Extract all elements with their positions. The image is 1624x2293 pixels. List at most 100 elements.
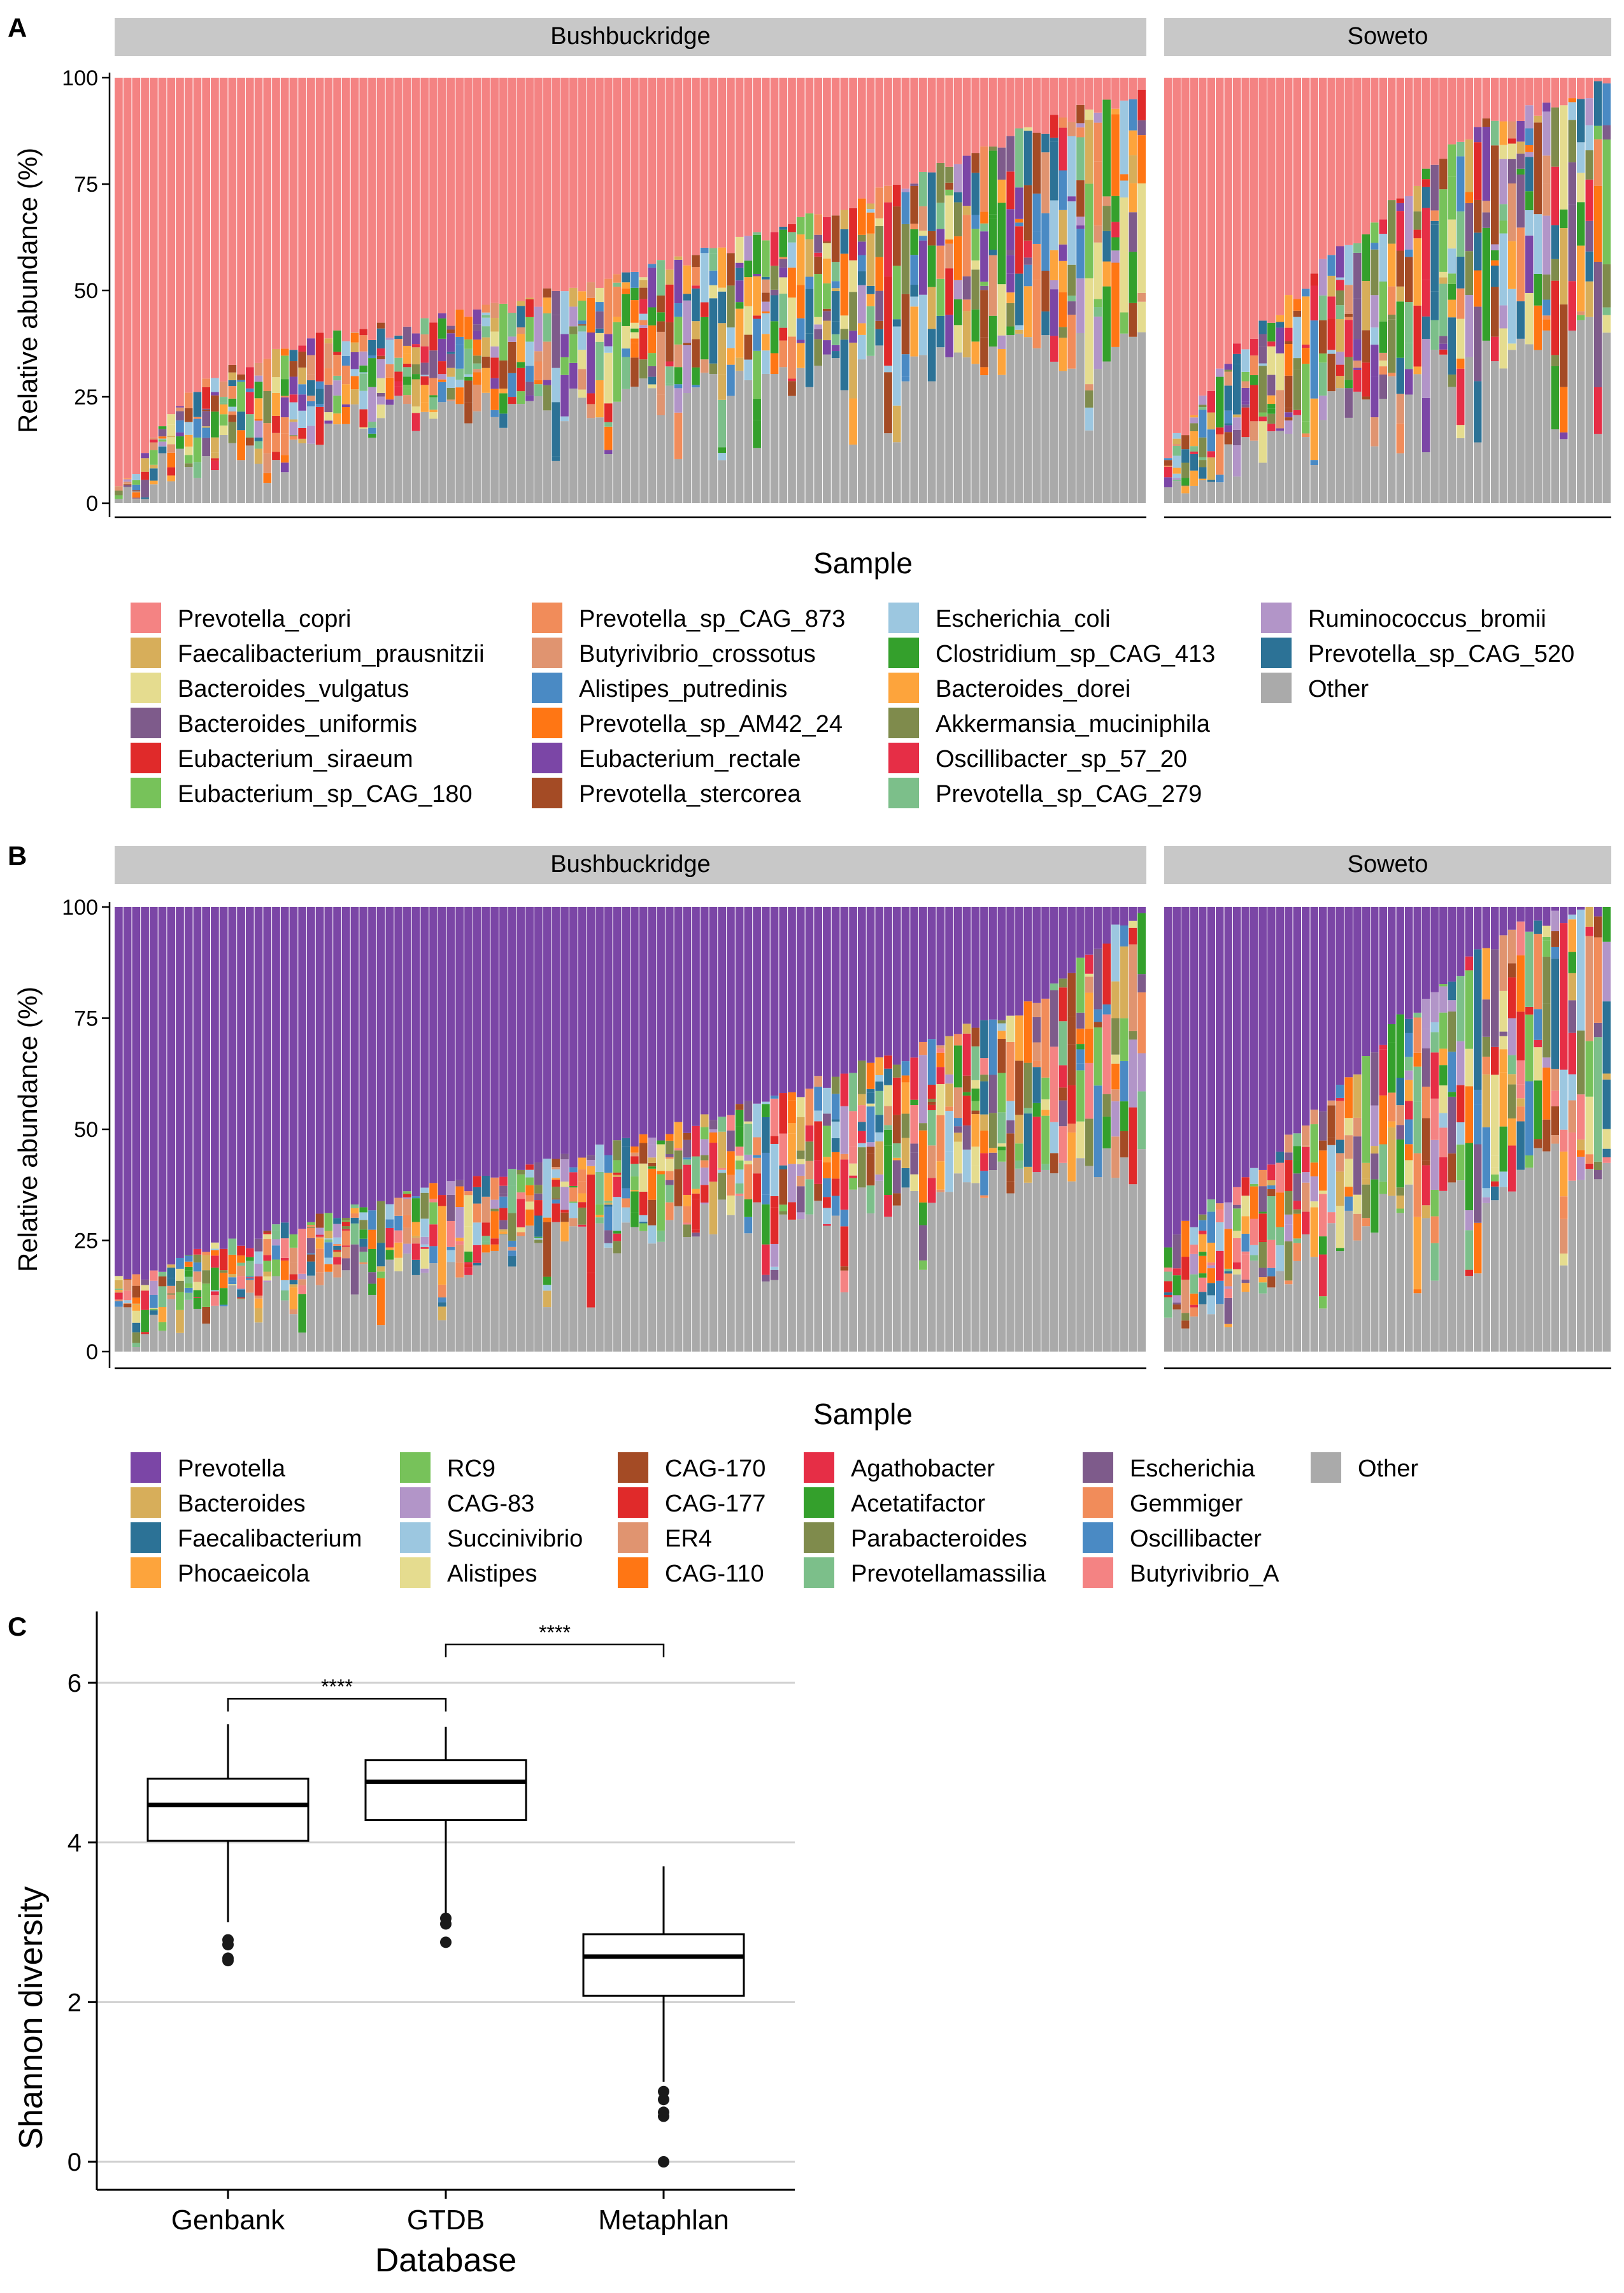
bar-segment: [1602, 1129, 1611, 1149]
bar-segment-other: [735, 370, 744, 503]
outlier-point: [222, 1952, 234, 1964]
bar-segment: [272, 377, 280, 393]
bar-segment: [1241, 407, 1250, 438]
bar-segment: [919, 1055, 927, 1124]
bar-segment: [1388, 373, 1396, 376]
bar-segment: [980, 1081, 988, 1115]
bar-segment: [499, 1231, 508, 1234]
bar-segment: [1076, 278, 1085, 333]
bar-segment-other: [1379, 1194, 1387, 1352]
bar-segment: [446, 1250, 455, 1262]
bar-segment-dominant: [753, 907, 761, 1104]
bar-segment-dominant: [1560, 78, 1568, 106]
bar-segment: [1439, 336, 1448, 344]
bar-segment: [1023, 131, 1032, 185]
bar-segment: [1362, 1184, 1370, 1218]
bar-segment: [543, 1290, 552, 1308]
bar-segment: [727, 348, 735, 365]
bar-segment: [1594, 1161, 1602, 1171]
bar-segment: [1093, 1027, 1102, 1086]
bar-segment: [1594, 1037, 1602, 1162]
bar-segment: [988, 1019, 997, 1075]
bar-segment: [1457, 368, 1465, 425]
bar-segment: [1111, 924, 1120, 982]
bar-segment: [578, 1207, 587, 1225]
bar-segment: [516, 327, 525, 334]
bar-segment: [1258, 421, 1267, 463]
bar-segment: [753, 350, 761, 399]
bar-segment: [420, 1187, 429, 1193]
bar-segment: [237, 1255, 245, 1263]
bar-segment-dominant: [1067, 907, 1076, 973]
bar-segment: [1093, 1085, 1102, 1177]
bar-segment: [1285, 327, 1293, 341]
bar-segment: [788, 1133, 796, 1164]
bar-segment: [1439, 984, 1448, 987]
bar-segment-other: [228, 443, 237, 503]
bar-segment-other: [1594, 1179, 1602, 1352]
bar-segment: [307, 1253, 315, 1255]
bar-segment: [866, 1154, 875, 1186]
bar-segment: [1302, 348, 1310, 364]
bar-segment-dominant: [700, 907, 709, 1115]
bar-segment: [831, 288, 840, 292]
bar-segment-other: [980, 375, 988, 503]
bar-segment-dominant: [1405, 78, 1413, 196]
bar-segment-dominant: [438, 907, 446, 1196]
bar-segment: [1516, 175, 1525, 228]
bar-segment: [1076, 104, 1085, 124]
bar-segment: [1164, 1271, 1172, 1282]
bar-segment: [184, 446, 193, 455]
bar-segment: [368, 1248, 376, 1273]
bar-segment: [228, 411, 237, 415]
bar-segment: [560, 291, 569, 334]
bar-segment: [648, 1168, 657, 1200]
bar-segment: [875, 257, 884, 291]
bar-segment: [1448, 375, 1456, 387]
bar-segment: [298, 384, 307, 395]
bar-segment: [1207, 451, 1215, 458]
bar-segment: [1371, 243, 1379, 250]
bar-segment: [753, 318, 761, 351]
bar-segment: [403, 1194, 411, 1197]
bar-segment-other: [595, 1223, 604, 1352]
bar-segment: [543, 380, 552, 385]
bar-segment: [228, 1274, 237, 1278]
bar-segment: [665, 1202, 674, 1220]
bar-segment-other: [692, 1236, 700, 1352]
bar-segment: [158, 436, 167, 439]
bar-segment: [674, 384, 683, 389]
bar-segment: [132, 1322, 141, 1332]
legend-key: [532, 778, 562, 808]
bar-segment: [1129, 99, 1137, 131]
bar-segment: [132, 1274, 141, 1286]
bar-segment: [333, 1224, 341, 1238]
bar-segment: [394, 1215, 403, 1231]
bar-segment: [464, 1264, 473, 1268]
bar-segment: [1422, 208, 1430, 280]
bar-segment-dominant: [578, 78, 587, 292]
bar-segment: [1241, 387, 1250, 402]
bar-segment-dominant: [1233, 78, 1241, 344]
bar-segment: [665, 361, 674, 367]
bar-segment: [552, 1166, 560, 1169]
bar-segment-dominant: [779, 78, 788, 227]
bar-segment: [1457, 425, 1465, 438]
bar-segment: [158, 439, 167, 442]
bar-segment: [263, 390, 272, 424]
bar-segment: [193, 417, 202, 419]
bar-segment-other: [796, 368, 805, 503]
bar-segment: [1336, 1101, 1344, 1140]
bar-segment-other: [525, 1225, 534, 1352]
bar-segment-dominant: [945, 907, 953, 1036]
bar-segment: [578, 1169, 587, 1182]
bar-segment: [953, 202, 962, 237]
bar-segment: [875, 1132, 884, 1142]
bar-segment-dominant: [805, 78, 814, 214]
legend-label: Prevotella_stercorea: [579, 781, 801, 808]
bar-segment: [1093, 307, 1102, 317]
bar-segment: [1430, 291, 1439, 320]
bar-segment: [272, 1239, 280, 1246]
bar-segment: [481, 356, 490, 368]
bar-segment: [997, 1039, 1006, 1073]
